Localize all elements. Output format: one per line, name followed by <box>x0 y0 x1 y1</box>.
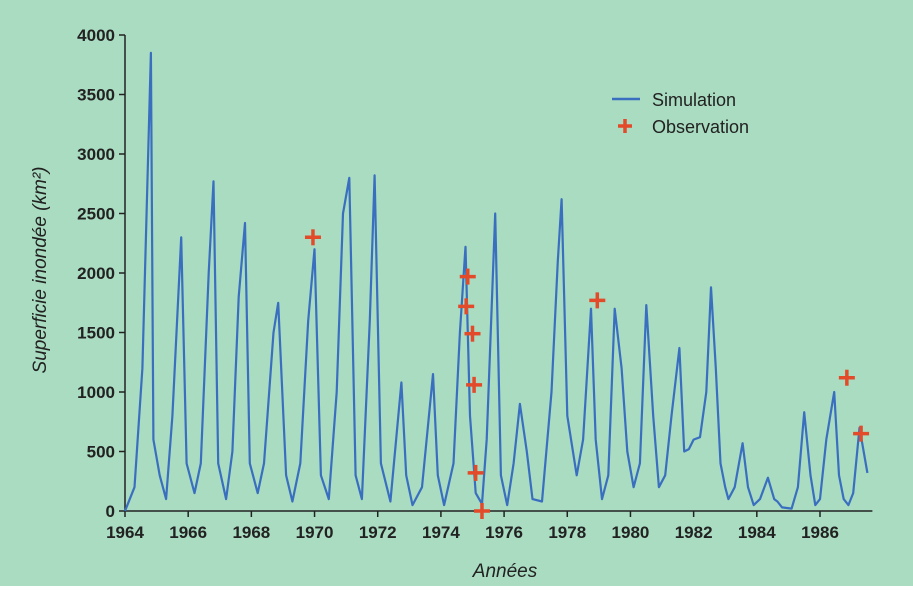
x-tick-label: 1966 <box>169 523 207 542</box>
x-tick-label: 1976 <box>485 523 523 542</box>
y-tick-label: 0 <box>106 502 115 521</box>
y-tick-label: 3500 <box>77 86 115 105</box>
x-tick-label: 1980 <box>612 523 650 542</box>
x-tick-label: 1972 <box>359 523 397 542</box>
legend-plus-icon <box>618 119 632 133</box>
series-line-simulation <box>123 51 869 512</box>
observation-point <box>838 369 855 386</box>
legend-label-simulation: Simulation <box>652 90 736 110</box>
x-tick-label: 1964 <box>106 523 144 542</box>
x-tick-label: 1978 <box>548 523 586 542</box>
x-tick-label: 1986 <box>801 523 839 542</box>
observation-point <box>467 464 484 481</box>
y-tick-label: 3000 <box>77 145 115 164</box>
plot-area <box>123 51 870 519</box>
observation-point <box>466 376 483 393</box>
y-ticks: 0 500 1000 1500 2000 2500 3000 3500 4000 <box>77 26 125 521</box>
x-tick-label: 1984 <box>738 523 776 542</box>
y-tick-label: 1500 <box>77 324 115 343</box>
x-tick-label: 1974 <box>422 523 460 542</box>
x-tick-label: 1968 <box>232 523 270 542</box>
y-tick-label: 2000 <box>77 264 115 283</box>
observation-point <box>458 298 475 315</box>
observation-point <box>589 292 606 309</box>
y-tick-label: 4000 <box>77 26 115 45</box>
x-tick-label: 1970 <box>296 523 334 542</box>
y-tick-label: 2500 <box>77 205 115 224</box>
legend-label-observation: Observation <box>652 117 749 137</box>
observation-point <box>464 325 481 342</box>
series-points-observation <box>304 229 870 519</box>
y-axis-title: Superficie inondée (km²) <box>30 167 51 374</box>
observation-point <box>473 503 490 519</box>
y-tick-label: 500 <box>87 443 115 462</box>
observation-point <box>853 425 870 442</box>
legend-swatch-observation <box>618 119 632 133</box>
x-tick-label: 1982 <box>675 523 713 542</box>
x-axis-title: Années <box>472 561 538 582</box>
x-ticks: 1964 1966 1968 1970 1972 1974 1976 1978 1980 1982… <box>106 511 839 542</box>
legend: Simulation Observation <box>612 90 749 137</box>
observation-point <box>459 268 476 285</box>
observation-point <box>304 229 321 246</box>
y-tick-label: 1000 <box>77 383 115 402</box>
